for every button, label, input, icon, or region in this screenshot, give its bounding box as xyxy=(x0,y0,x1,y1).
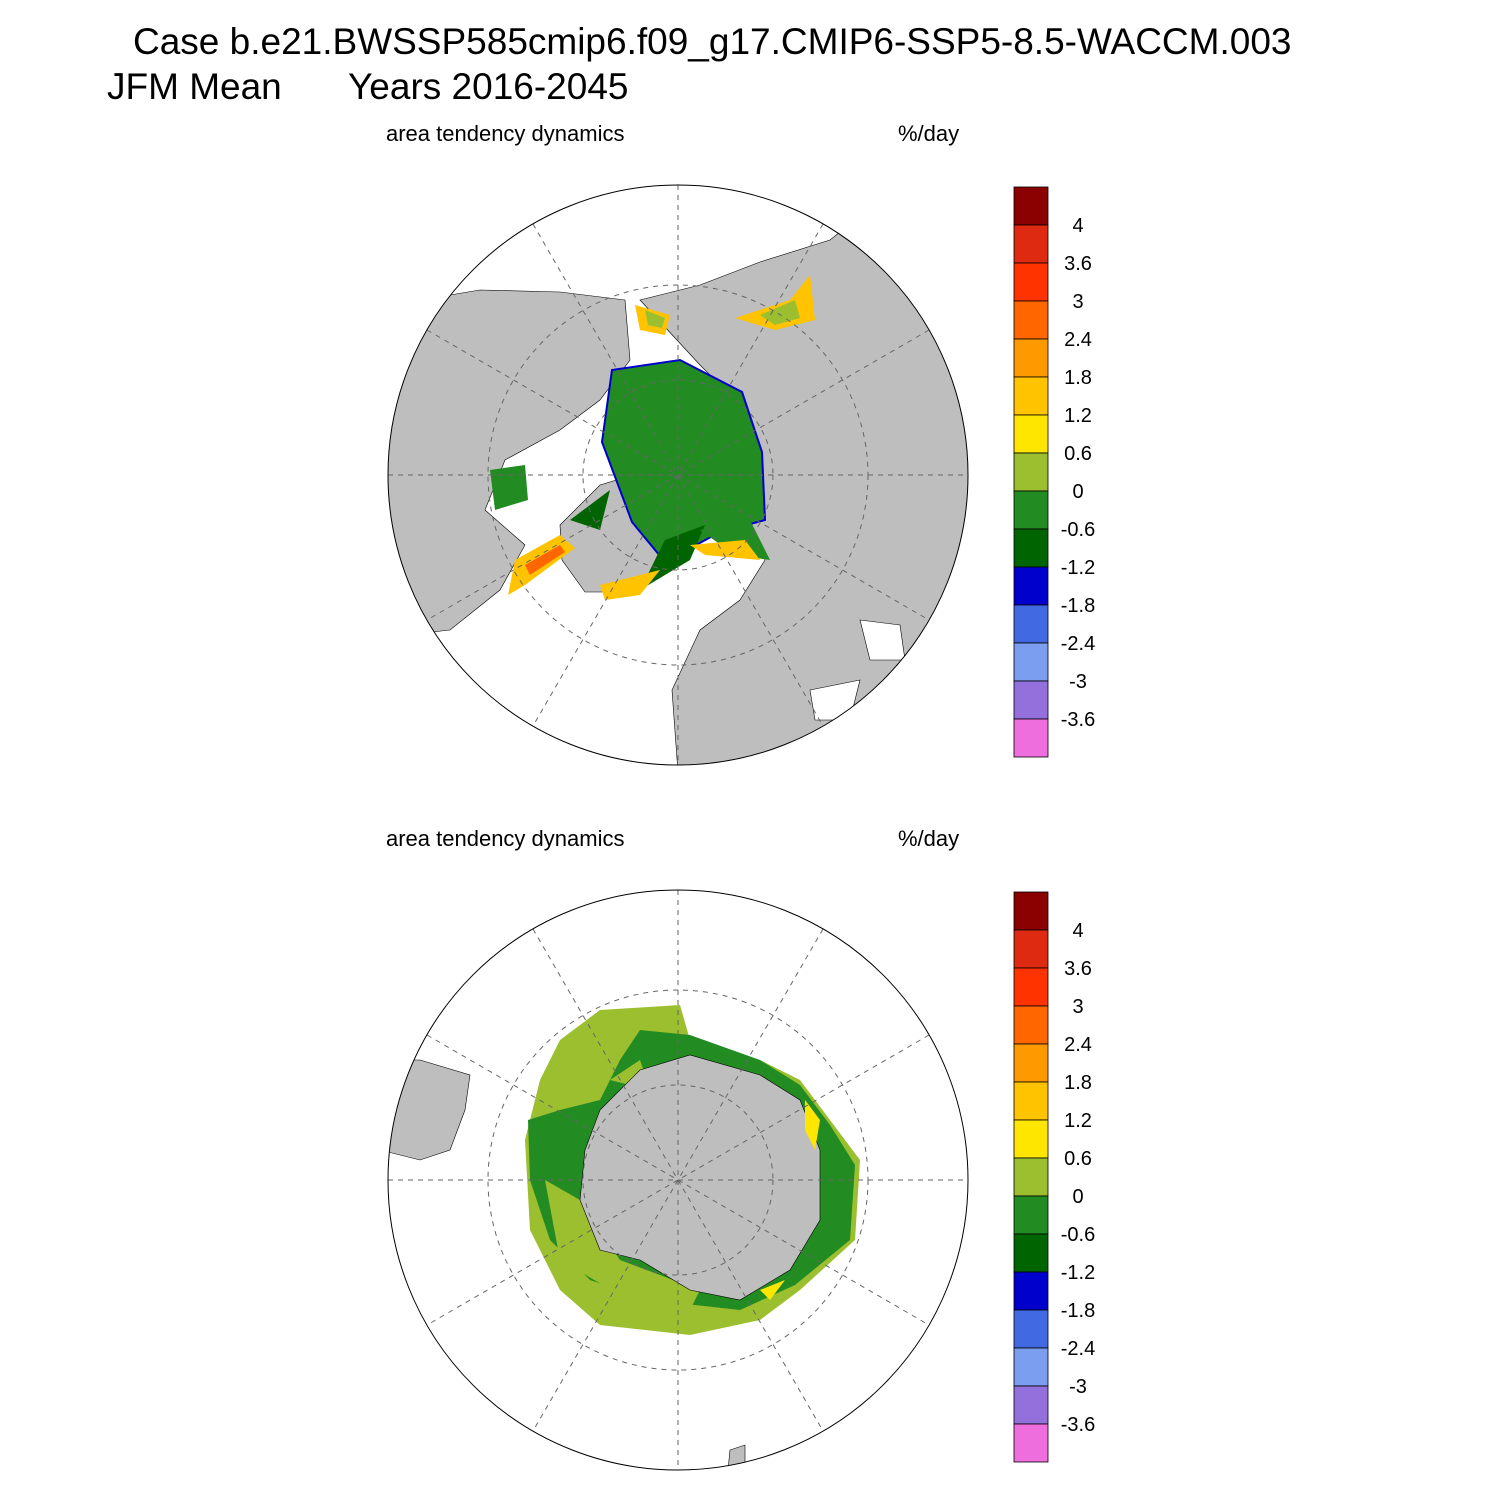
colorbar-box xyxy=(1013,1271,1049,1311)
years: Years 2016-2045 xyxy=(348,66,628,107)
colorbar-label: 1.8 xyxy=(1064,1072,1092,1094)
colorbar-box xyxy=(1013,528,1049,568)
colorbar-box xyxy=(1013,891,1049,931)
colorbar-box xyxy=(1013,1385,1049,1425)
colorbar-label: -3 xyxy=(1069,671,1087,693)
colorbar-box xyxy=(1013,680,1049,720)
colorbar-label: -0.6 xyxy=(1061,519,1095,541)
colorbar-label: 2.4 xyxy=(1064,329,1092,351)
colorbar-label: 1.2 xyxy=(1064,405,1092,427)
panel-units: %/day xyxy=(898,826,959,851)
colorbar-label: 3 xyxy=(1072,291,1083,313)
colorbar-box xyxy=(1013,642,1049,682)
colorbar-label: 2.4 xyxy=(1064,1034,1092,1056)
title: Case b.e21.BWSSP585cmip6.f09_g17.CMIP6-S… xyxy=(133,21,1292,62)
colorbar-box xyxy=(1013,300,1049,340)
colorbar-box xyxy=(1013,1157,1049,1197)
colorbar-box xyxy=(1013,929,1049,969)
colorbar-box xyxy=(1013,262,1049,302)
colorbar-box xyxy=(1013,186,1049,226)
colorbar-label: -1.8 xyxy=(1061,595,1095,617)
colorbar-label: 0 xyxy=(1072,481,1083,503)
colorbar-box xyxy=(1013,1081,1049,1121)
period: JFM Mean xyxy=(107,66,282,107)
colorbar-label: 0 xyxy=(1072,1186,1083,1208)
colorbar-label: -0.6 xyxy=(1061,1224,1095,1246)
colorbar-box xyxy=(1013,1423,1049,1463)
colorbar-label: 3 xyxy=(1072,996,1083,1018)
colorbar-box xyxy=(1013,604,1049,644)
colorbar-box xyxy=(1013,718,1049,758)
panel-label: area tendency dynamics xyxy=(386,121,624,146)
panel-label: area tendency dynamics xyxy=(386,826,624,851)
colorbar-label: -3.6 xyxy=(1061,709,1095,731)
colorbar-label: -1.2 xyxy=(1061,557,1095,579)
colorbar-box xyxy=(1013,1119,1049,1159)
colorbar-box xyxy=(1013,1005,1049,1045)
colorbar-box xyxy=(1013,967,1049,1007)
panel-units: %/day xyxy=(898,121,959,146)
colorbar-box xyxy=(1013,414,1049,454)
meridians xyxy=(388,185,968,765)
colorbar-label: 0.6 xyxy=(1064,1148,1092,1170)
colorbar-label: -1.8 xyxy=(1061,1300,1095,1322)
antarctic-map xyxy=(388,890,968,1470)
colorbar-box xyxy=(1013,1347,1049,1387)
colorbar-box xyxy=(1013,224,1049,264)
colorbar-box xyxy=(1013,452,1049,492)
colorbar-label: 0.6 xyxy=(1064,443,1092,465)
colorbar-label: 1.8 xyxy=(1064,367,1092,389)
colorbar-box xyxy=(1013,376,1049,416)
colorbar-label: -3.6 xyxy=(1061,1414,1095,1436)
colorbar-label: 4 xyxy=(1072,920,1083,942)
colorbar-label: -2.4 xyxy=(1061,633,1095,655)
meridians xyxy=(388,890,968,1470)
colorbar-label: -1.2 xyxy=(1061,1262,1095,1284)
colorbar-box xyxy=(1013,566,1049,606)
colorbar-label: 1.2 xyxy=(1064,1110,1092,1132)
colorbar-box xyxy=(1013,1309,1049,1349)
colorbar-label: -3 xyxy=(1069,1376,1087,1398)
colorbar-label: -2.4 xyxy=(1061,1338,1095,1360)
colorbar-box xyxy=(1013,1233,1049,1273)
colorbar-label: 3.6 xyxy=(1064,253,1092,275)
colorbar-box xyxy=(1013,1195,1049,1235)
colorbar-box xyxy=(1013,1043,1049,1083)
colorbar-box xyxy=(1013,338,1049,378)
colorbar-label: 4 xyxy=(1072,215,1083,237)
colorbar-label: 3.6 xyxy=(1064,958,1092,980)
colorbar-box xyxy=(1013,490,1049,530)
